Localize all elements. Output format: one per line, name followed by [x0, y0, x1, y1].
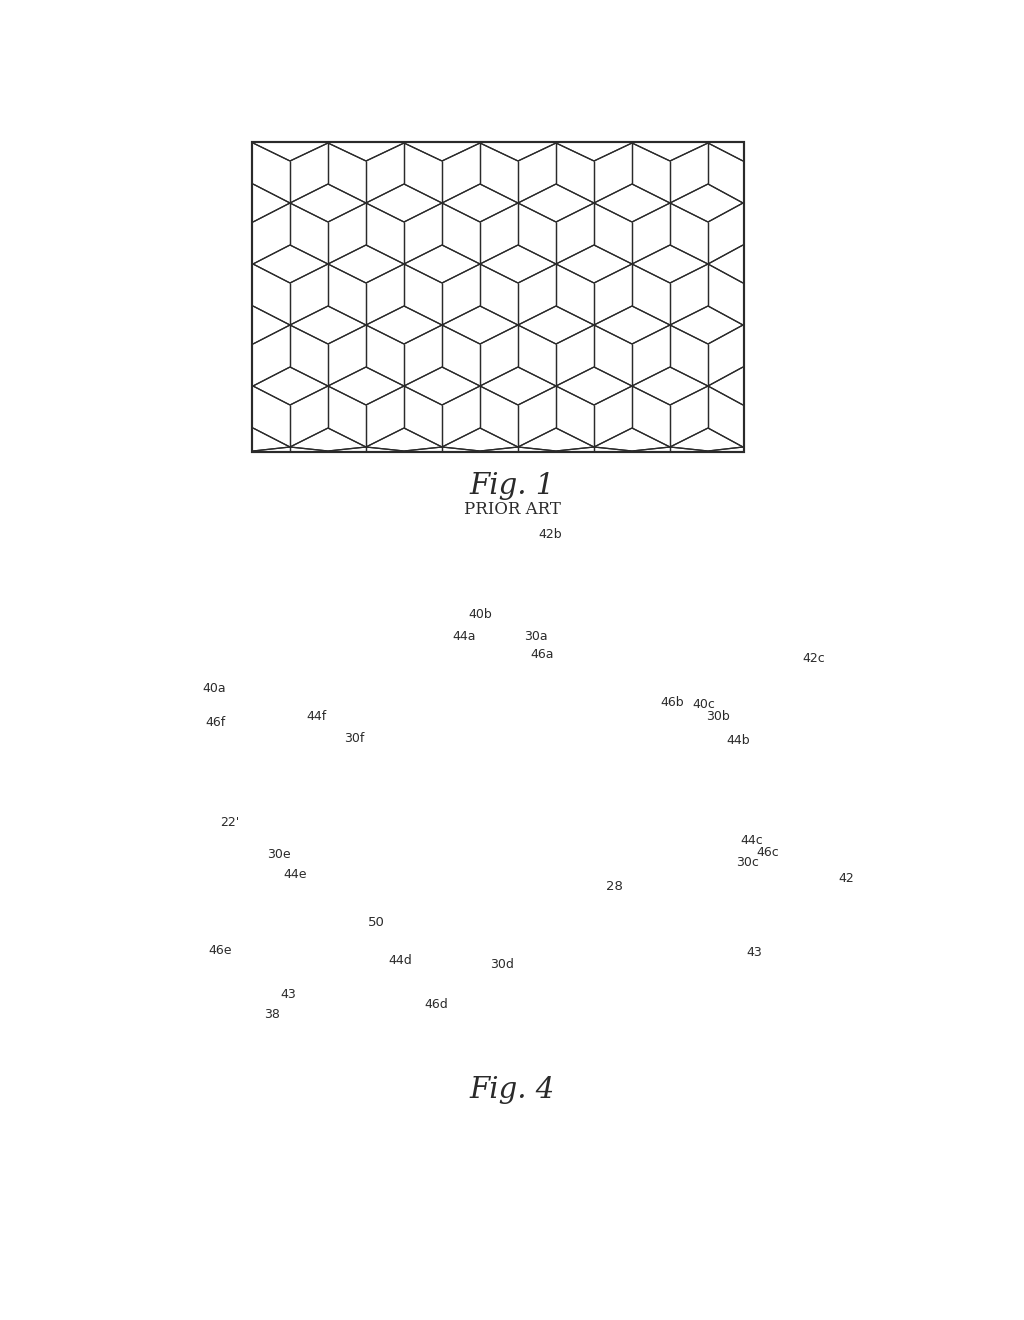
Text: 30b: 30b	[706, 710, 730, 723]
Text: Z: Z	[391, 785, 399, 799]
Polygon shape	[364, 718, 373, 741]
Polygon shape	[507, 644, 517, 652]
Text: 44c: 44c	[740, 833, 763, 846]
Ellipse shape	[237, 735, 787, 987]
Polygon shape	[219, 698, 237, 709]
Bar	[744, 0, 1024, 1320]
Bar	[252, 451, 744, 1320]
Polygon shape	[739, 838, 749, 861]
Bar	[252, 143, 744, 451]
Polygon shape	[340, 725, 364, 741]
Text: 44e: 44e	[283, 867, 306, 880]
Polygon shape	[507, 956, 517, 965]
Polygon shape	[501, 952, 523, 968]
Polygon shape	[523, 945, 532, 968]
Text: 46b: 46b	[660, 697, 684, 710]
Text: US 2011/0149395 A1: US 2011/0149395 A1	[730, 53, 902, 67]
Text: 46c: 46c	[756, 846, 778, 858]
Text: 44f: 44f	[306, 710, 327, 722]
Text: 43: 43	[746, 945, 762, 958]
Text: 30d: 30d	[490, 957, 514, 970]
Text: 40b: 40b	[468, 607, 492, 620]
Text: 50: 50	[368, 916, 385, 928]
Text: 30c: 30c	[736, 855, 759, 869]
Text: PRIOR ART: PRIOR ART	[464, 502, 560, 519]
Text: 46e: 46e	[208, 944, 231, 957]
Text: 22': 22'	[220, 816, 240, 829]
Text: 40c: 40c	[692, 698, 715, 711]
Text: Y: Y	[439, 816, 446, 829]
Bar	[252, 143, 744, 451]
Text: 42: 42	[838, 871, 854, 884]
Text: 44a: 44a	[452, 631, 475, 644]
Polygon shape	[311, 847, 321, 870]
Polygon shape	[674, 710, 697, 726]
Polygon shape	[523, 634, 532, 656]
Polygon shape	[346, 729, 357, 738]
Text: Fig. 4: Fig. 4	[469, 1076, 555, 1104]
Text: X: X	[425, 863, 433, 876]
Text: 30f: 30f	[344, 731, 365, 744]
Polygon shape	[501, 640, 523, 656]
Bar	[252, 143, 744, 451]
Ellipse shape	[194, 709, 830, 1001]
Polygon shape	[717, 843, 739, 861]
Text: Fig. 1: Fig. 1	[469, 473, 555, 500]
Polygon shape	[717, 838, 749, 843]
Polygon shape	[681, 714, 691, 722]
Text: 42c: 42c	[802, 652, 824, 664]
Polygon shape	[781, 698, 799, 709]
Polygon shape	[501, 945, 532, 952]
Text: 30a: 30a	[524, 630, 548, 643]
Text: 44b: 44b	[726, 734, 750, 747]
Text: Jun. 23, 2011  Sheet 1 of 13: Jun. 23, 2011 Sheet 1 of 13	[388, 53, 616, 67]
Text: 40a: 40a	[202, 681, 225, 694]
Text: 44d: 44d	[388, 954, 412, 968]
Text: 43: 43	[280, 987, 296, 1001]
Polygon shape	[295, 858, 305, 866]
Text: 42b: 42b	[538, 528, 561, 540]
Text: 30e: 30e	[267, 849, 291, 862]
Text: 46d: 46d	[424, 998, 447, 1011]
Polygon shape	[492, 614, 508, 622]
Polygon shape	[501, 634, 532, 640]
Polygon shape	[289, 854, 311, 870]
Text: 46f: 46f	[205, 715, 225, 729]
Bar	[0, 0, 252, 1320]
Text: 38: 38	[264, 1007, 280, 1020]
Polygon shape	[674, 704, 707, 710]
Polygon shape	[340, 718, 373, 725]
Text: Patent Application Publication: Patent Application Publication	[88, 53, 340, 67]
Bar	[252, 0, 744, 143]
Polygon shape	[723, 847, 733, 857]
Polygon shape	[385, 744, 655, 895]
Text: 28: 28	[606, 879, 623, 892]
Polygon shape	[697, 704, 707, 726]
Polygon shape	[289, 847, 321, 854]
Text: 46a: 46a	[530, 648, 554, 661]
